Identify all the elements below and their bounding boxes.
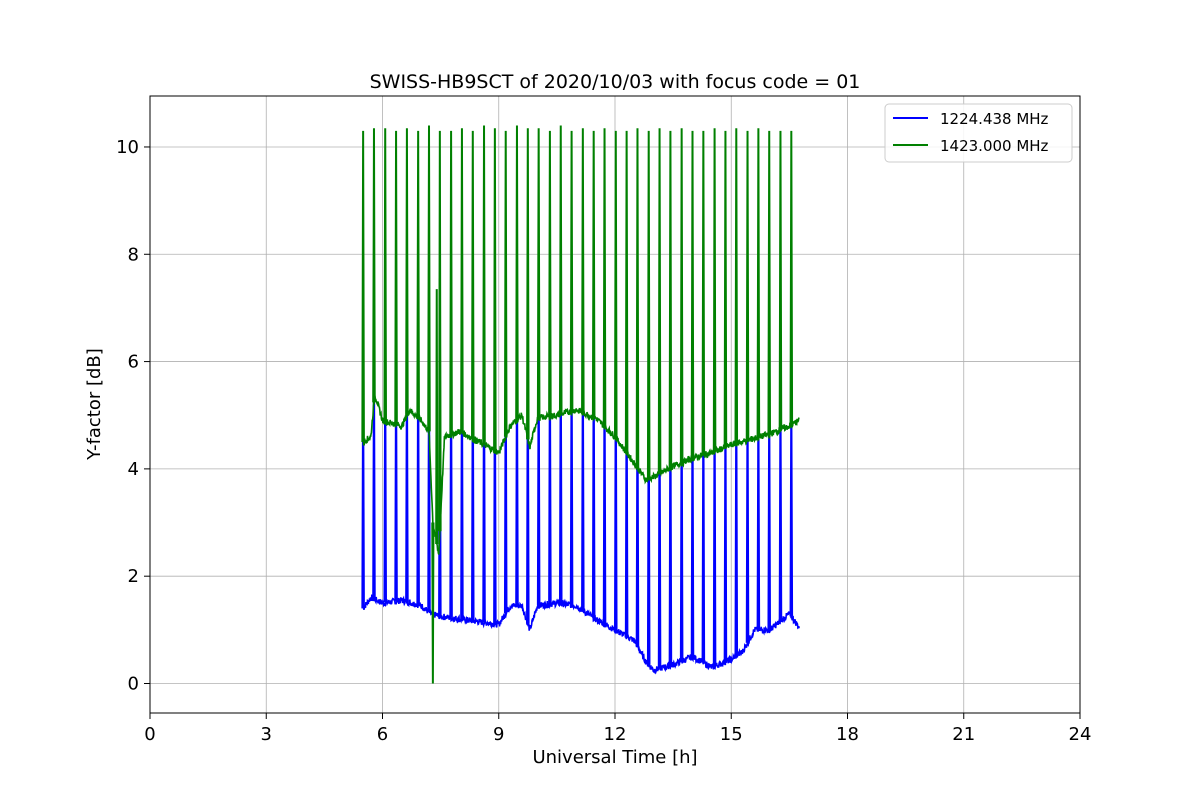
calibration-spike bbox=[405, 128, 409, 416]
calibration-spike bbox=[778, 130, 783, 430]
x-tick-label: 0 bbox=[144, 724, 155, 745]
transient-spike bbox=[438, 278, 442, 532]
legend-box bbox=[884, 103, 1073, 163]
calibration-spike bbox=[591, 130, 596, 418]
calibration-spike bbox=[449, 130, 453, 435]
y-tick-label: 0 bbox=[128, 673, 139, 694]
calibration-spike bbox=[646, 130, 651, 479]
x-tick-label: 18 bbox=[836, 724, 859, 745]
calibration-spike bbox=[602, 128, 607, 427]
calibration-spike bbox=[383, 128, 387, 422]
calibration-spike bbox=[482, 125, 486, 445]
y-tick-label: 8 bbox=[128, 244, 139, 265]
calibration-spike bbox=[515, 125, 519, 420]
legend-label-1423: 1423.000 MHz bbox=[940, 137, 1049, 155]
calibration-spike bbox=[427, 125, 431, 432]
legend-label-1224: 1224.438 MHz bbox=[940, 110, 1049, 128]
y-axis: 0 2 4 6 8 10 bbox=[116, 137, 150, 694]
calibration-spike bbox=[745, 130, 750, 441]
calibration-spike bbox=[789, 130, 794, 425]
x-tick-label: 15 bbox=[720, 724, 743, 745]
y-tick-label: 2 bbox=[128, 566, 139, 587]
calibration-spike bbox=[690, 130, 695, 459]
chart-title: SWISS-HB9SCT of 2020/10/03 with focus co… bbox=[370, 71, 861, 93]
x-tick-label: 6 bbox=[377, 724, 388, 745]
y-tick-label: 4 bbox=[128, 459, 139, 480]
legend: 1224.438 MHz 1423.000 MHz bbox=[884, 103, 1073, 163]
x-axis-label: Universal Time [h] bbox=[532, 747, 697, 768]
calibration-spike bbox=[460, 128, 464, 433]
transient-spike bbox=[435, 289, 439, 544]
calibration-spike bbox=[493, 128, 497, 451]
y-axis-label: Y-factor [dB] bbox=[84, 348, 105, 461]
x-tick-label: 9 bbox=[493, 724, 504, 745]
x-tick-label: 24 bbox=[1069, 724, 1092, 745]
calibration-spike bbox=[394, 130, 398, 425]
calibration-spike bbox=[471, 130, 475, 439]
calibration-spike bbox=[558, 125, 563, 415]
calibration-spike bbox=[536, 128, 541, 418]
y-tick-label: 10 bbox=[116, 137, 139, 158]
x-axis: 0 3 6 9 12 15 18 21 24 bbox=[144, 713, 1091, 745]
series-1 bbox=[361, 125, 800, 684]
x-tick-label: 21 bbox=[952, 724, 975, 745]
calibration-spike bbox=[569, 130, 574, 412]
calibration-spike bbox=[734, 128, 739, 444]
calibration-spike bbox=[548, 130, 552, 417]
calibration-spike bbox=[503, 130, 508, 437]
calibration-spike bbox=[635, 128, 640, 468]
calibration-spike bbox=[624, 130, 629, 453]
calibration-spike bbox=[756, 128, 761, 438]
calibration-spike bbox=[668, 130, 673, 468]
x-tick-label: 3 bbox=[261, 724, 272, 745]
x-tick-label: 12 bbox=[604, 724, 627, 745]
calibration-spike bbox=[679, 128, 684, 463]
calibration-spike bbox=[614, 130, 618, 438]
calibration-spike bbox=[701, 130, 706, 456]
calibration-spike bbox=[712, 128, 717, 452]
calibration-spike bbox=[723, 130, 728, 448]
calibration-spike bbox=[361, 130, 365, 443]
calibration-spike bbox=[657, 128, 662, 474]
calibration-spike bbox=[416, 130, 420, 418]
y-tick-label: 6 bbox=[128, 352, 139, 373]
calibration-spike bbox=[526, 128, 530, 440]
calibration-spike bbox=[581, 128, 585, 413]
calibration-spike bbox=[767, 130, 771, 435]
transient-spike bbox=[431, 522, 435, 684]
calibration-spike bbox=[372, 128, 376, 403]
series-layer bbox=[361, 125, 800, 684]
